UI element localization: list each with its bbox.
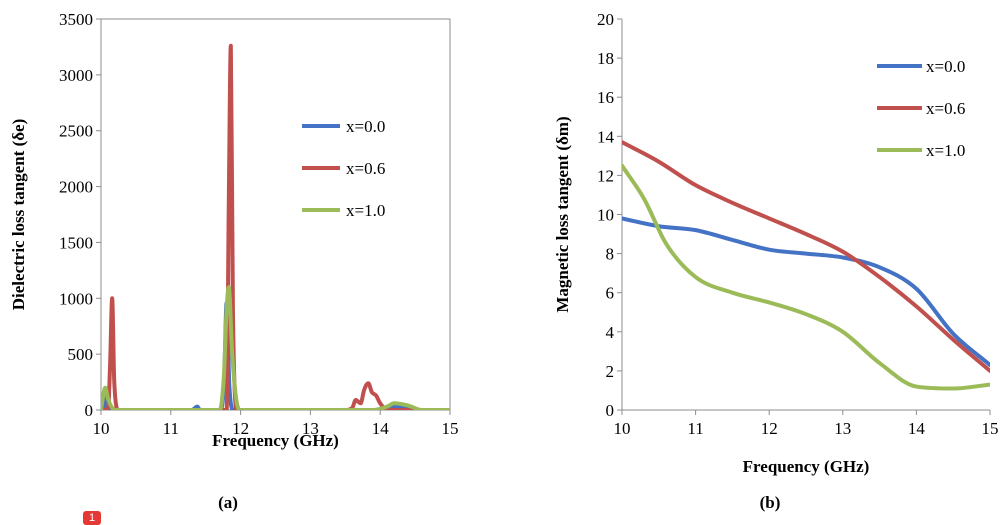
chart-b-x-tick-label: 12 (761, 419, 778, 438)
chart-b-y-tick-label: 4 (606, 323, 615, 342)
chart-b-y-tick-label: 6 (606, 284, 615, 303)
chart-b-y-tick-label: 14 (597, 127, 615, 146)
chart-b-y-tick-label: 20 (597, 10, 614, 29)
chart-a-series-line-x-0-6 (101, 43, 450, 410)
chart-a-series-line-x-0-0 (101, 300, 450, 410)
chart-a-x-tick-label: 12 (232, 419, 249, 438)
chart-b-x-tick-label: 14 (908, 419, 926, 438)
chart-b-x-tick-label: 13 (834, 419, 851, 438)
chart-a-y-tick-label: 1500 (59, 233, 93, 252)
chart-a-legend-label: x=0.6 (346, 159, 385, 178)
chart-a-y-tick-label: 2500 (59, 122, 93, 141)
chart-b-x-tick-label: 15 (982, 419, 999, 438)
chart-a-y-tick-label: 3000 (59, 66, 93, 85)
chart-b-y-tick-label: 16 (597, 88, 614, 107)
chart-b: 0 2 4 6 8 10 12 14 16 18 20 10 11 12 13 14 15 Frequency (… (553, 10, 999, 512)
chart-a-panel-caption: (a) (218, 493, 238, 512)
chart-a-x-tick-label: 10 (93, 419, 110, 438)
chart-a-x-tick-label: 13 (302, 419, 319, 438)
chart-b-series-line-x-0-0 (622, 216, 990, 368)
chart-b-x-tick-label: 11 (687, 419, 703, 438)
chart-b-series-line-x-0-6 (622, 140, 990, 373)
chart-a-x-tick-label: 15 (442, 419, 459, 438)
chart-a-series-line-x-1-0 (101, 285, 450, 410)
chart-b-x-tick-label: 10 (614, 419, 631, 438)
chart-a: 0 500 1000 1500 2000 2500 3000 3500 10 11 12 13 14 15… (9, 10, 459, 512)
chart-a-plot-frame (100, 18, 451, 411)
chart-a-y-tick-label: 3500 (59, 10, 93, 29)
chart-a-y-tick-label: 2000 (59, 178, 93, 197)
chart-b-y-tick-label: 2 (606, 362, 615, 381)
chart-b-legend-label: x=0.0 (926, 57, 965, 76)
chart-b-y-tick-label: 18 (597, 49, 614, 68)
chart-b-legend-label: x=0.6 (926, 99, 965, 118)
chart-a-legend-label: x=1.0 (346, 201, 385, 220)
chart-a-x-tick-label: 11 (163, 419, 179, 438)
chart-b-panel-caption: (b) (760, 493, 781, 512)
chart-a-x-axis-title: Frequency (GHz) (212, 431, 339, 450)
chart-a-y-tick-label: 0 (85, 401, 94, 420)
chart-b-y-tick-label: 10 (597, 206, 614, 225)
chart-b-x-axis-title: Frequency (GHz) (743, 457, 870, 476)
chart-a-legend-label: x=0.0 (346, 117, 385, 136)
chart-a-y-tick-label: 500 (68, 345, 94, 364)
chart-b-y-tick-label: 0 (606, 401, 615, 420)
chart-b-y-tick-label: 8 (606, 245, 615, 264)
page-badge: 1 (83, 511, 101, 525)
chart-b-series-line-x-1-0 (622, 163, 990, 391)
chart-b-legend-label: x=1.0 (926, 141, 965, 160)
chart-b-y-tick-label: 12 (597, 166, 614, 185)
chart-a-y-axis-title: Dielectric loss tangent (δe) (9, 119, 28, 311)
chart-b-y-axis-title: Magnetic loss tangent (δm) (553, 116, 572, 312)
chart-a-x-tick-label: 14 (372, 419, 390, 438)
chart-a-y-tick-label: 1000 (59, 289, 93, 308)
